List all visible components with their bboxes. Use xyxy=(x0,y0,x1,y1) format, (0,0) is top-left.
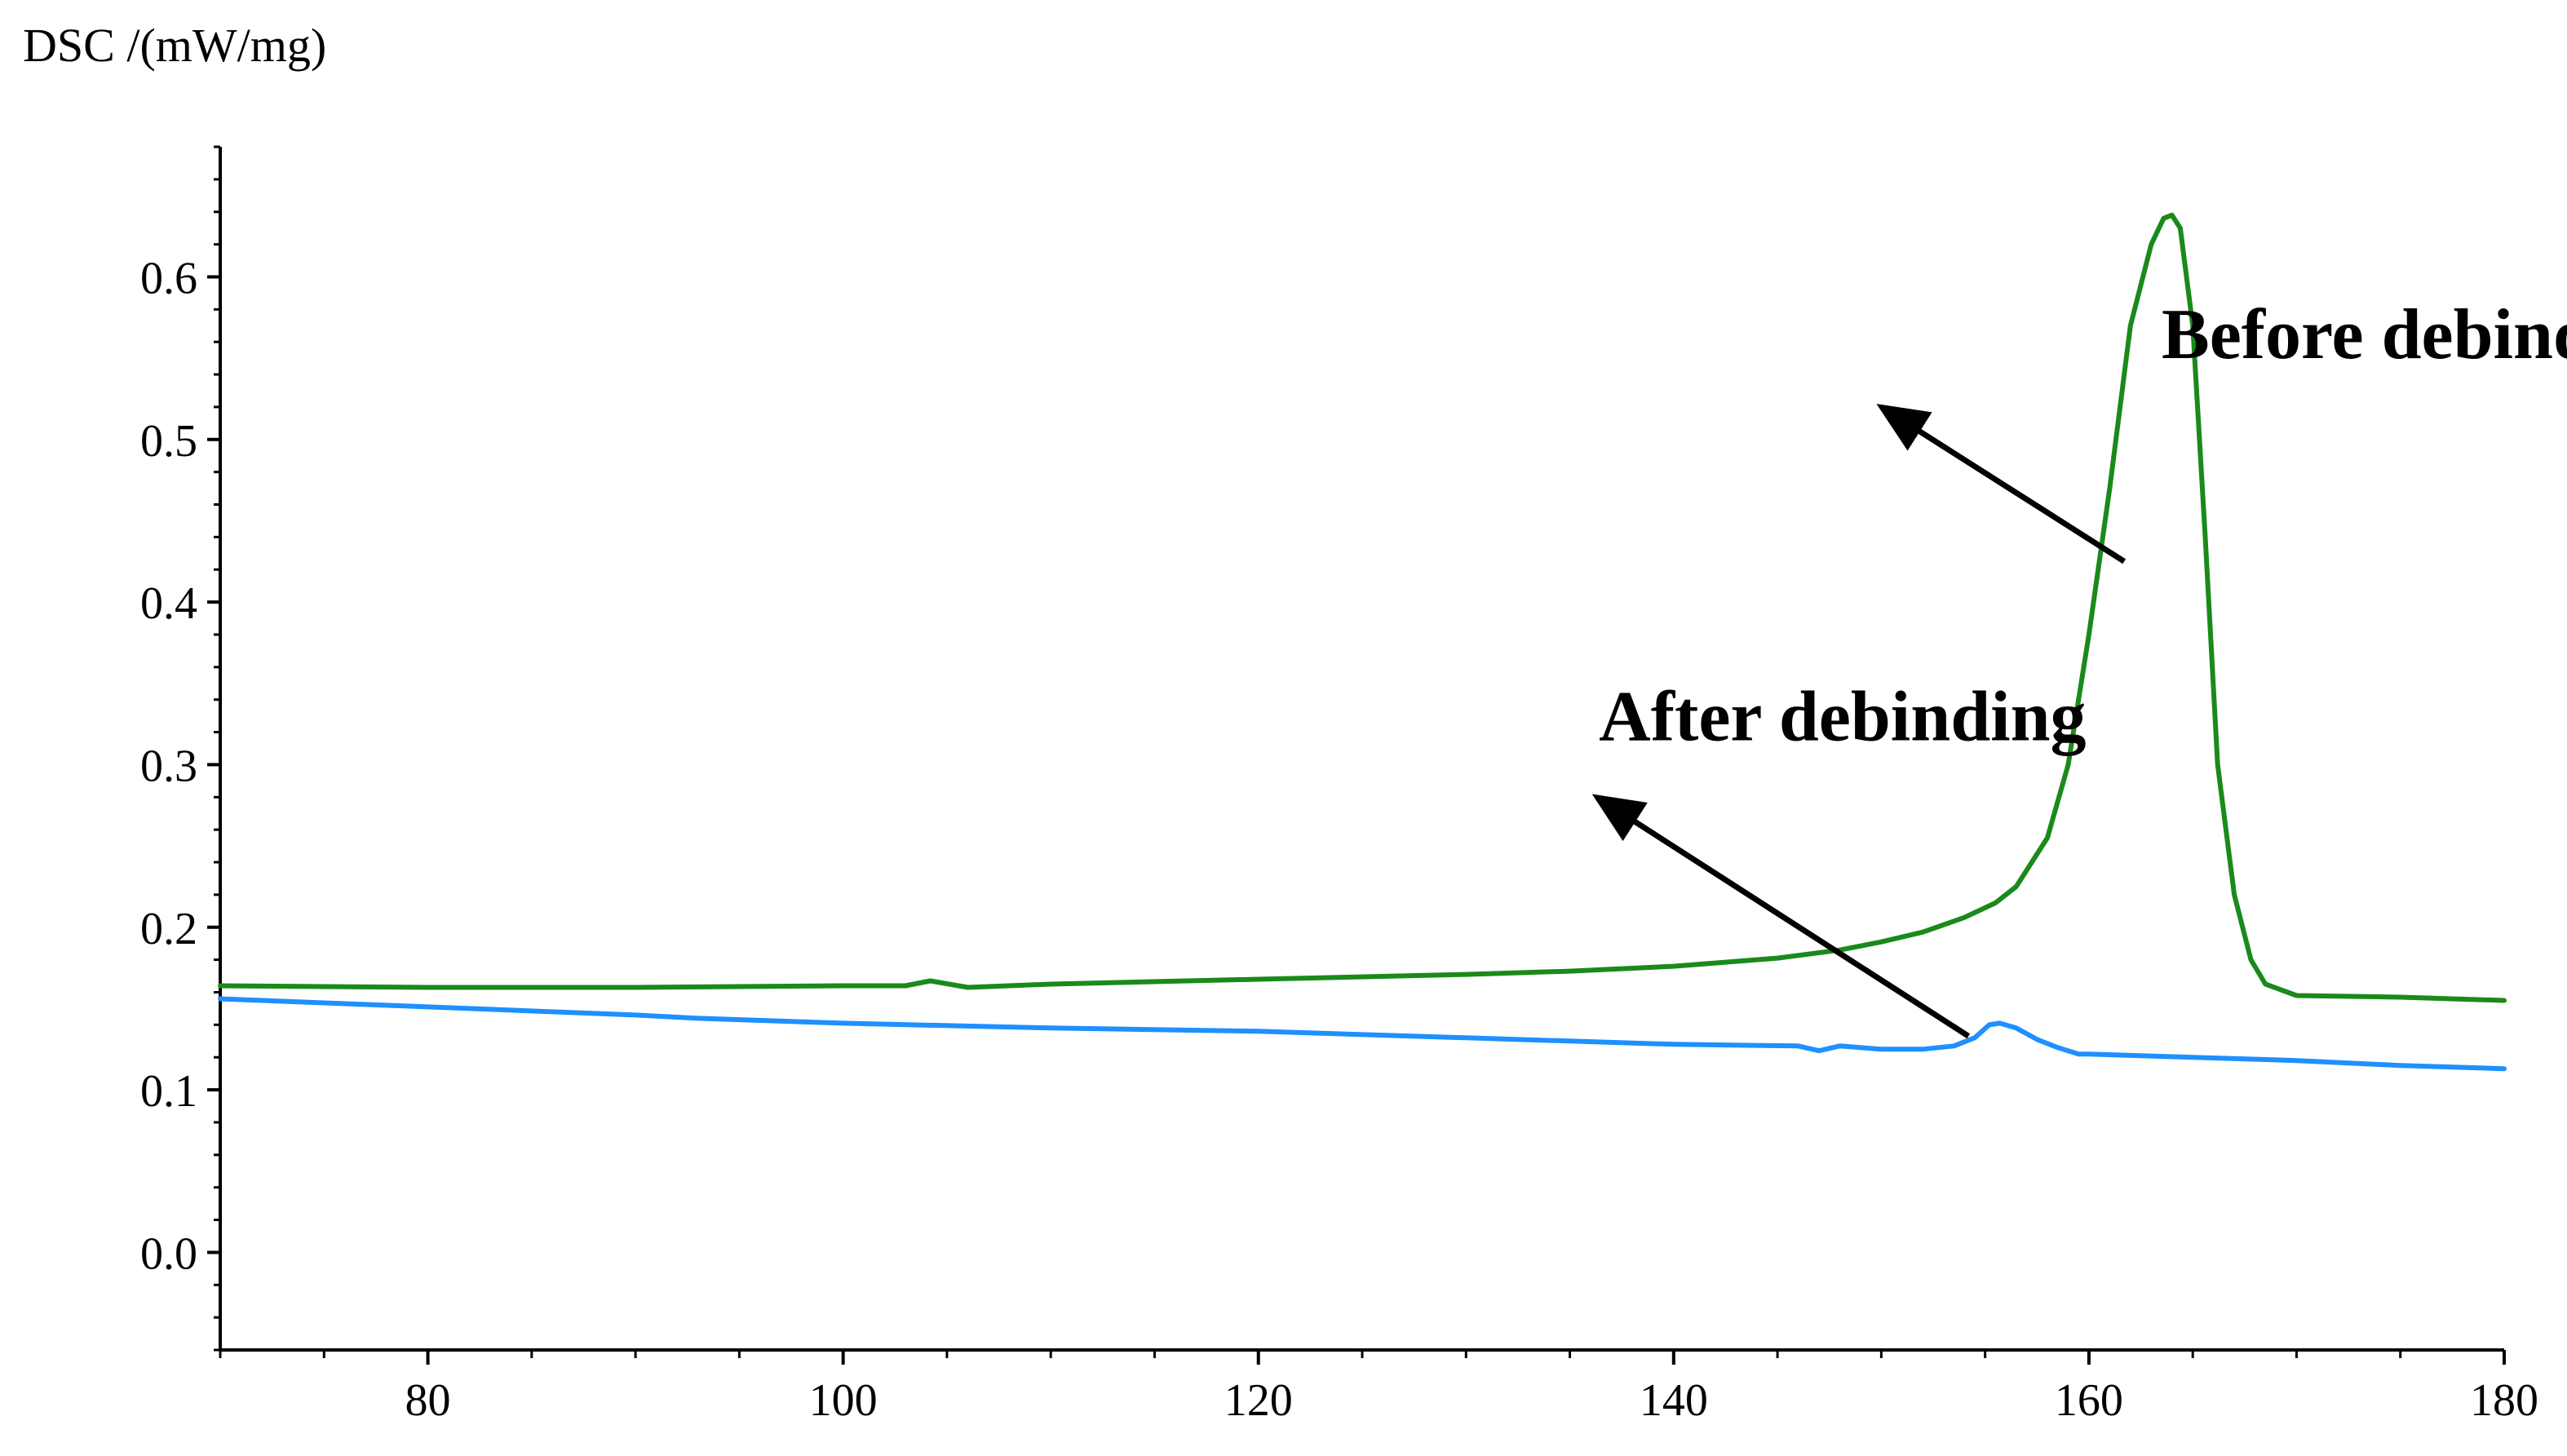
y-tick-label: 0.3 xyxy=(140,741,197,791)
x-axis: 80 100 120 140 160 180 xyxy=(219,1348,2538,1426)
annotation-layer: Before debinding After debinding xyxy=(1591,295,2567,1039)
annotation-label-1: Before debinding xyxy=(2162,295,2567,374)
series-line-1 xyxy=(218,212,2507,1003)
y-tick-label: 0.6 xyxy=(140,253,197,303)
x-tick-label: 100 xyxy=(809,1375,878,1426)
y-tick-label: 0.4 xyxy=(140,578,197,629)
annotation-arrow-2 xyxy=(1591,794,1971,1039)
x-tick-label: 160 xyxy=(2055,1375,2123,1426)
x-tick-label: 120 xyxy=(1224,1375,1293,1426)
y-tick-label: 0.1 xyxy=(140,1066,197,1117)
y-axis: 0.0 0.1 0.2 0.3 0.4 0.5 0.6 xyxy=(140,145,222,1352)
y-tick-label: 0.0 xyxy=(140,1228,197,1279)
series-line-2 xyxy=(218,996,2507,1072)
y-tick-label: 0.5 xyxy=(140,416,197,467)
x-tick-label: 80 xyxy=(405,1375,451,1426)
y-tick-label: 0.2 xyxy=(140,904,197,954)
x-tick-label: 180 xyxy=(2470,1375,2538,1426)
annotation-label-2: After debinding xyxy=(1599,678,2086,757)
y-axis-title: DSC /(mW/mg) xyxy=(23,19,326,72)
series-layer xyxy=(218,212,2507,1072)
annotation-arrow-1 xyxy=(1876,404,2127,564)
x-tick-label: 140 xyxy=(1640,1375,1708,1426)
